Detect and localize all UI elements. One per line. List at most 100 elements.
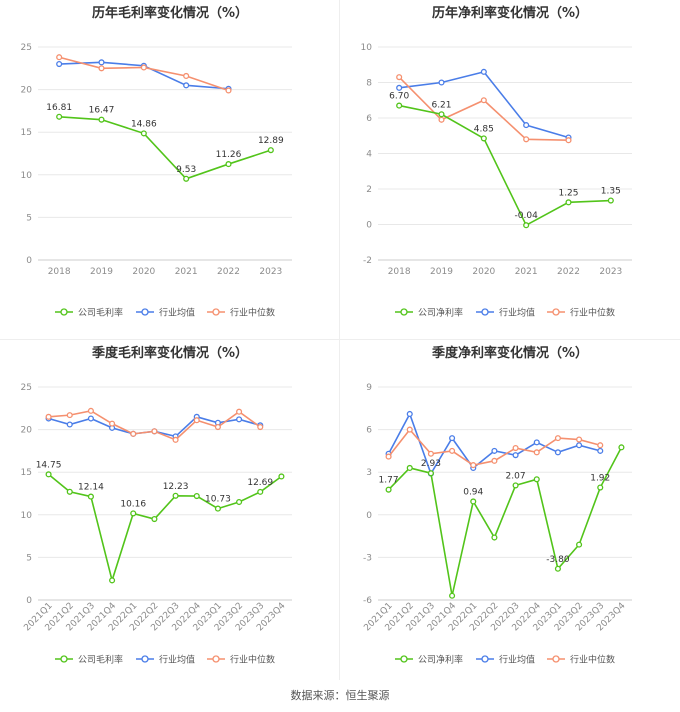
data-point [396, 102, 403, 109]
data-label: 1.77 [379, 476, 399, 486]
series-line [48, 473, 282, 584]
legend-label: 行业均值 [499, 307, 535, 319]
quarterly-gross-margin-chart: 季度毛利率变化情况（%） 0 5 10 15 20 25 2021Q1 2021Q2 2021Q3… [0, 340, 340, 680]
data-point [480, 135, 487, 142]
annual-gross-margin-chart: 历年毛利率变化情况（%） 0 5 10 15 20 25 2018 2019 2020 2021 20… [0, 0, 340, 340]
data-point [45, 413, 52, 420]
data-point [214, 423, 221, 431]
data-point [98, 59, 105, 66]
data-point [406, 464, 413, 471]
vertical-divider [339, 0, 340, 680]
data-label: 12.89 [258, 136, 284, 146]
data-point [523, 222, 530, 229]
quarterly-gross-margin-svg: 季度毛利率变化情况（%）05101520252021Q12021Q22021Q3… [21, 345, 292, 666]
annual-net-margin-svg: 历年净利率变化情况（%） -2 0 2 4 6 8 10 2018 2019 2020 2021 202… [361, 5, 632, 319]
data-point [56, 54, 63, 61]
x-tick-label: 2023 [259, 267, 282, 277]
data-label: 0.94 [463, 487, 483, 497]
legend-label: 行业均值 [159, 307, 195, 319]
data-point [257, 423, 264, 431]
series-line [399, 104, 611, 227]
data-point [554, 435, 561, 442]
legend-label: 行业中位数 [230, 307, 275, 319]
x-tick-label: 2022 [557, 267, 580, 277]
legend-industry-average-marker [481, 655, 489, 663]
data-point [87, 415, 94, 422]
data-point [438, 111, 445, 118]
legend-industry-median-marker [212, 308, 220, 316]
data-point [56, 60, 63, 68]
legend-industry-median-marker [552, 308, 560, 316]
y-tick-label: 9 [366, 383, 372, 393]
data-point [597, 447, 604, 454]
y-tick-label: 25 [21, 43, 32, 53]
legend-label: 公司净利率 [418, 307, 463, 319]
y-tick-label: 5 [26, 213, 32, 223]
data-point [56, 113, 63, 120]
data-label: 4.85 [474, 124, 494, 134]
data-point [480, 68, 487, 75]
y-tick-label: 5 [26, 553, 32, 563]
data-point [109, 577, 116, 584]
data-label: 2.07 [506, 471, 526, 481]
data-point [130, 510, 137, 517]
data-point [523, 136, 530, 143]
data-source-footer: 数据来源：恒生聚源 [290, 689, 390, 702]
data-label: 12.69 [247, 478, 273, 488]
data-point [236, 416, 243, 423]
data-point [533, 476, 540, 483]
data-label: -0.04 [515, 211, 539, 221]
x-tick-label: 2021 [175, 267, 198, 277]
data-point [214, 505, 221, 512]
data-point [130, 430, 137, 437]
x-tick-label: 2018 [48, 267, 71, 277]
legend-industry-average-marker [481, 308, 489, 316]
data-point [98, 65, 105, 72]
data-point [491, 457, 498, 464]
data-point [66, 412, 73, 419]
y-tick-label: 0 [26, 256, 32, 266]
data-point [533, 449, 540, 456]
data-point [98, 116, 105, 123]
data-point [140, 130, 147, 137]
legend-label: 行业均值 [499, 654, 535, 666]
x-tick-label: 2018 [388, 267, 411, 277]
chart-title: 历年净利率变化情况（%） [432, 5, 588, 21]
legend-label: 公司毛利率 [78, 307, 123, 319]
y-tick-label: 10 [361, 43, 373, 53]
data-point [225, 87, 232, 94]
legend-industry-median-marker [212, 655, 220, 663]
y-tick-label: 8 [366, 79, 372, 89]
data-label: 16.81 [46, 103, 72, 113]
y-tick-label: 4 [366, 150, 372, 160]
data-point [491, 534, 498, 541]
legend-label: 公司毛利率 [78, 654, 123, 666]
y-tick-label: -6 [363, 596, 372, 606]
data-point [140, 64, 147, 71]
data-point [438, 116, 445, 123]
data-label: 1.25 [558, 188, 578, 198]
series-line [48, 410, 261, 441]
y-tick-label: 10 [21, 511, 33, 521]
y-tick-label: 15 [21, 128, 32, 138]
annual-gross-margin-svg: 历年毛利率变化情况（%） 0 5 10 15 20 25 2018 2019 2020 2021 20… [21, 5, 292, 319]
data-point [225, 161, 232, 168]
y-tick-label: 10 [21, 171, 33, 181]
data-point [278, 473, 285, 480]
y-tick-label: 20 [21, 426, 33, 436]
data-point [427, 450, 434, 457]
data-point [565, 137, 572, 144]
data-point [396, 74, 403, 81]
legend-industry-average-marker [141, 308, 149, 316]
data-point [618, 444, 625, 451]
data-label: 6.21 [431, 100, 451, 110]
x-tick-label: 2020 [472, 267, 495, 277]
chart-title: 季度毛利率变化情况（%） [91, 345, 248, 361]
data-point [438, 79, 445, 86]
y-tick-label: 2 [366, 185, 372, 195]
data-label: 2.93 [421, 459, 441, 469]
data-point [533, 439, 540, 446]
data-label: 12.23 [163, 482, 189, 492]
data-label: 16.47 [89, 106, 115, 116]
data-point [236, 408, 243, 415]
